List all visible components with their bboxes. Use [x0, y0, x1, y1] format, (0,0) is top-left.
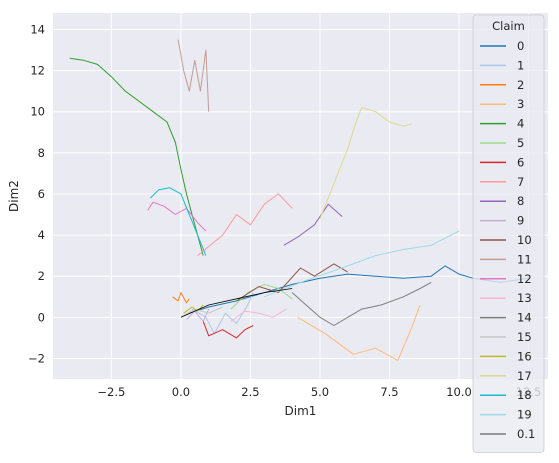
series-19-line	[264, 230, 460, 298]
legend-label: 2	[517, 78, 524, 92]
series-0-1-line	[180, 288, 293, 318]
series-11-line	[177, 39, 210, 112]
y-tick-label: 10	[30, 105, 45, 119]
legend-label: 19	[517, 408, 532, 422]
series-12-line	[147, 201, 207, 232]
series-6-line	[202, 321, 254, 339]
legend-label: 1	[517, 58, 524, 72]
plot-area	[53, 13, 548, 379]
legend-label: 13	[517, 291, 532, 305]
legend-label: 6	[517, 155, 524, 169]
x-tick-label: 0.0	[172, 385, 190, 399]
series-5-line	[230, 283, 293, 310]
series-17-line	[319, 107, 412, 219]
legend-label: 7	[517, 175, 524, 189]
legend-label: 17	[517, 369, 532, 383]
series-9-line	[186, 308, 210, 322]
y-tick-label: 6	[38, 187, 45, 201]
series-2-line	[172, 292, 190, 304]
y-tick-label: 4	[38, 228, 45, 242]
y-tick-label: 2	[38, 269, 45, 283]
x-tick-label: 10.0	[446, 385, 472, 399]
series-15-line	[180, 306, 223, 318]
y-axis-label: Dim2	[7, 180, 21, 212]
x-tick-label: −2.5	[97, 385, 125, 399]
legend-title: Claim	[492, 19, 525, 33]
y-tick-label: 12	[30, 64, 45, 78]
y-tick-label: 0	[38, 310, 45, 324]
series-13-line	[230, 308, 287, 322]
legend-label: 4	[517, 117, 524, 131]
series-8-line	[283, 203, 343, 246]
series-3-line	[297, 304, 421, 361]
x-tick-label: 5.0	[311, 385, 329, 399]
legend-label: 10	[517, 233, 532, 247]
legend-label: 11	[517, 252, 532, 266]
series-16-line	[183, 304, 204, 314]
legend-label: 8	[517, 194, 524, 208]
legend-label: 18	[517, 388, 532, 402]
series-0-line	[189, 265, 529, 314]
legend-box	[472, 14, 545, 453]
x-axis-label: Dim1	[285, 404, 317, 418]
x-tick-label: 2.5	[241, 385, 259, 399]
y-tick-label: 14	[30, 22, 45, 36]
x-tick-label: 7.5	[380, 385, 398, 399]
legend-label: 3	[517, 97, 524, 111]
legend-label: 0	[517, 39, 524, 53]
y-tick-label: 8	[38, 146, 45, 160]
legend-label: 14	[517, 311, 532, 325]
legend-label: 9	[517, 214, 524, 228]
y-tick-label: −2	[28, 351, 45, 365]
legend-label: 12	[517, 272, 532, 286]
series-1-line	[191, 292, 254, 335]
series-4-line	[69, 57, 204, 256]
legend-label: 5	[517, 136, 524, 150]
series-layer	[69, 39, 529, 361]
legend-label: 15	[517, 330, 532, 344]
series-10-line	[236, 263, 349, 302]
series-14-line	[291, 281, 432, 326]
series-18-line	[149, 187, 207, 256]
series-7-line	[197, 193, 293, 256]
legend-label: 16	[517, 349, 532, 363]
legend-label: 0.1	[517, 427, 535, 441]
